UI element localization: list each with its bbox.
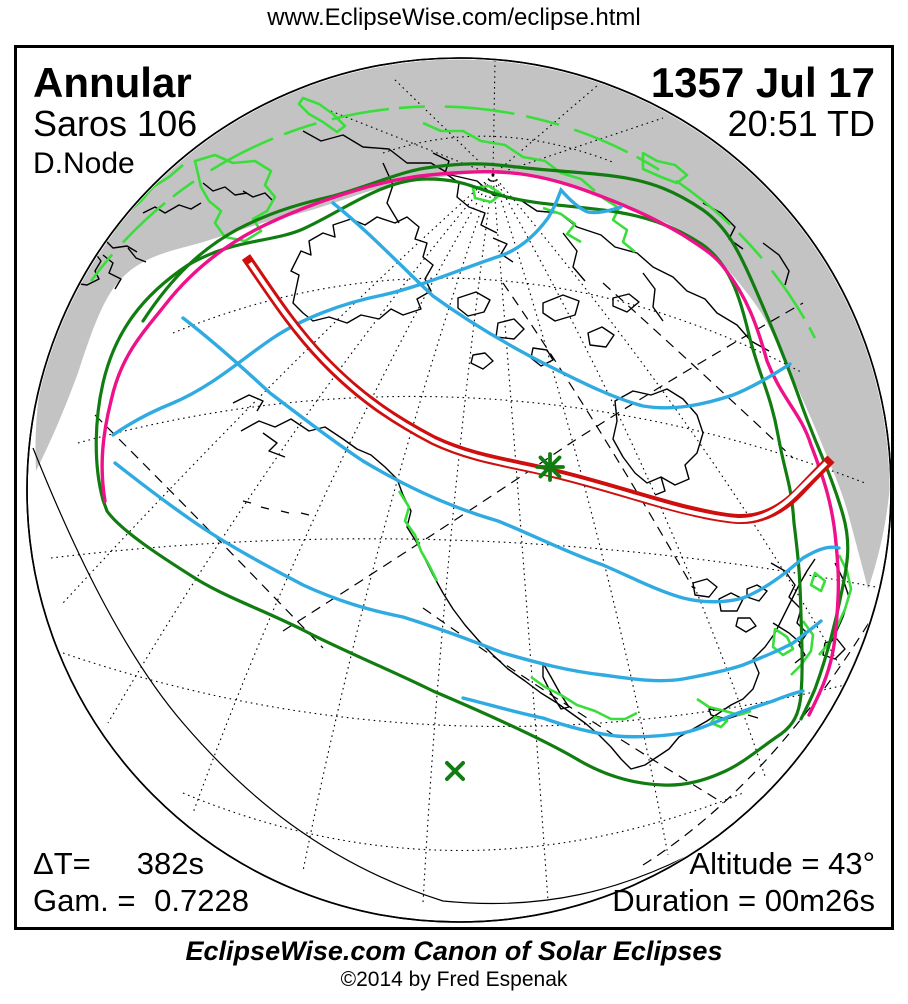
sub-solar-x-icon (445, 761, 465, 781)
graticule-latitude-lines (50, 135, 882, 851)
globe-rim (26, 57, 892, 923)
eclipse-date: 1357 Jul 17 (650, 59, 875, 106)
eclipse-date-block: 1357 Jul 17 20:51 TD (651, 60, 875, 144)
canon-caption: EclipseWise.com Canon of Solar Eclipses (185, 936, 723, 966)
sun-altitude: Altitude = 43° (689, 846, 875, 882)
saros-series: Saros 106 (33, 103, 198, 145)
night-shade-region (35, 59, 890, 589)
delta-t-gamma-block: ΔT= 382s Gam. = 0.7228 (33, 847, 249, 917)
delta-t-value: 382s (136, 846, 204, 882)
gamma-value: 0.7228 (154, 882, 249, 918)
eclipse-map-frame: Annular Saros 106 D.Node 1357 Jul 17 20:… (14, 45, 894, 930)
eclipse-duration: Duration = 00m26s (612, 882, 875, 918)
node-label: D.Node (33, 147, 135, 181)
penumbra-limit-loop (94, 177, 804, 787)
sunrise-sunset-curves (111, 186, 841, 739)
eclipse-globe-map (26, 57, 892, 923)
copyright-line: ©2014 by Fred Espenak (340, 968, 568, 991)
penumbra-limit-outer-branch (141, 162, 850, 721)
eclipse-time: 20:51 TD (727, 103, 875, 145)
greatest-eclipse-asterisk-icon (535, 452, 565, 482)
eclipse-type: Annular (33, 59, 192, 106)
dashed-reference-lines (94, 282, 882, 866)
eclipse-type-block: Annular Saros 106 D.Node (33, 60, 197, 181)
gamma-label: Gam. = (33, 882, 136, 918)
extreme-penumbra-limit (100, 169, 841, 717)
delta-t-label: ΔT= (33, 846, 91, 882)
page-url-caption: www.EclipseWise.com/eclipse.html (267, 4, 641, 31)
altitude-duration-block: Altitude = 43° Duration = 00m26s (612, 847, 875, 917)
